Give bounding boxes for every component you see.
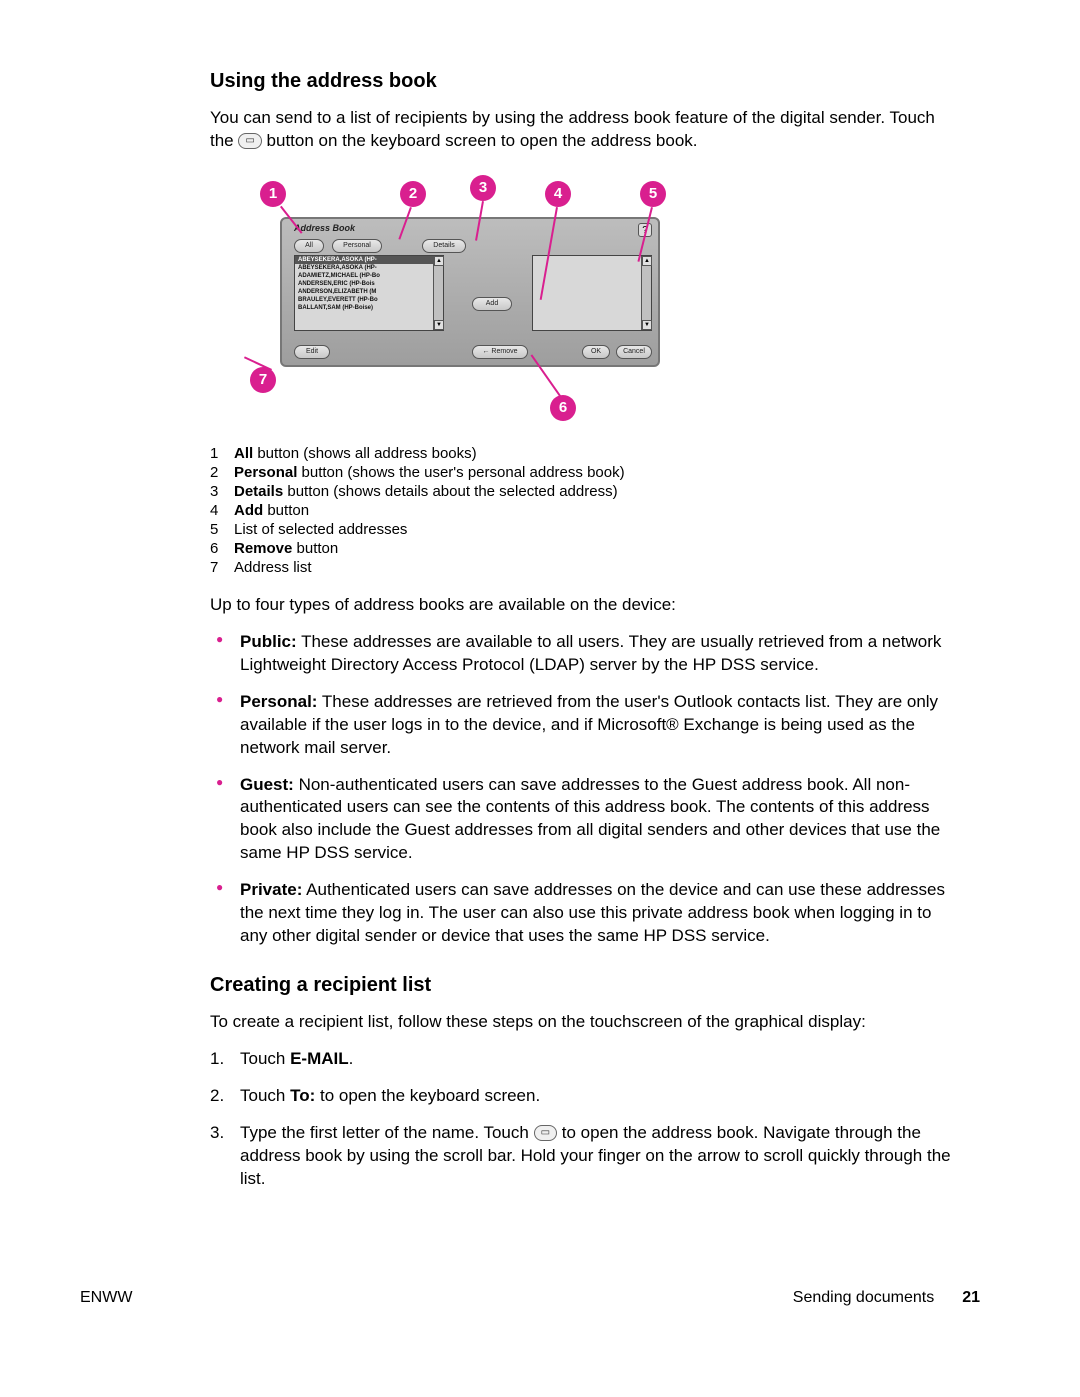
all-button: All	[294, 239, 324, 253]
legend-row: 6Remove button	[210, 540, 960, 557]
page-footer: ENWW Sending documents 21	[80, 1289, 980, 1307]
address-book-types: Public: These addresses are available to…	[210, 631, 960, 948]
list-item: ADAMIETZ,MICHAEL (HP-Bo	[295, 272, 443, 280]
callout-7: 7	[250, 367, 276, 393]
callout-2: 2	[400, 181, 426, 207]
type-guest: Guest: Non-authenticated users can save …	[210, 774, 960, 866]
list-item: ANDERSEN,ERIC (HP-Bois	[295, 280, 443, 288]
selected-list: ▲ ▼	[532, 255, 652, 331]
step-1: Touch E-MAIL.	[210, 1048, 960, 1071]
callout-4: 4	[545, 181, 571, 207]
scroll-up-icon: ▲	[642, 256, 652, 266]
address-book-diagram: 1 2 3 4 5 7 6 Address Book ? All Persona…	[230, 167, 660, 427]
legend-row: 4Add button	[210, 502, 960, 519]
details-button: Details	[422, 239, 466, 253]
scrollbar: ▲ ▼	[433, 256, 443, 330]
steps-intro: To create a recipient list, follow these…	[210, 1011, 960, 1034]
scrollbar: ▲ ▼	[641, 256, 651, 330]
screenshot-title: Address Book	[294, 223, 355, 233]
heading-using-address-book: Using the address book	[210, 70, 960, 93]
cancel-button: Cancel	[616, 345, 652, 359]
address-book-icon: ▭	[238, 133, 261, 149]
screenshot-panel: Address Book ? All Personal Details ABEY…	[280, 217, 660, 367]
scroll-down-icon: ▼	[642, 320, 652, 330]
legend-row: 7Address list	[210, 559, 960, 576]
scroll-down-icon: ▼	[434, 320, 444, 330]
callout-5: 5	[640, 181, 666, 207]
ok-button: OK	[582, 345, 610, 359]
address-book-icon: ▭	[534, 1125, 557, 1141]
diagram-legend: 1All button (shows all address books) 2P…	[210, 445, 960, 576]
step-2: Touch To: to open the keyboard screen.	[210, 1085, 960, 1108]
steps-list: Touch E-MAIL. Touch To: to open the keyb…	[210, 1048, 960, 1191]
scroll-up-icon: ▲	[434, 256, 444, 266]
intro-paragraph: You can send to a list of recipients by …	[210, 107, 960, 153]
intro-text-b: button on the keyboard screen to open th…	[267, 131, 698, 150]
address-list: ABEYSEKERA,ASOKA (HP- ABEYSEKERA,ASOKA (…	[294, 255, 444, 331]
list-item: ABEYSEKERA,ASOKA (HP-	[295, 256, 443, 264]
heading-creating-recipient-list: Creating a recipient list	[210, 974, 960, 997]
footer-section: Sending documents	[793, 1289, 934, 1307]
legend-row: 5List of selected addresses	[210, 521, 960, 538]
type-private: Private: Authenticated users can save ad…	[210, 879, 960, 948]
legend-row: 3Details button (shows details about the…	[210, 483, 960, 500]
add-button: Add	[472, 297, 512, 311]
list-item: BRAULEY,EVERETT (HP-Bo	[295, 296, 443, 304]
remove-button: ← Remove	[472, 345, 528, 359]
step-3: Type the first letter of the name. Touch…	[210, 1122, 960, 1191]
types-intro: Up to four types of address books are av…	[210, 594, 960, 617]
callout-3: 3	[470, 175, 496, 201]
callout-1: 1	[260, 181, 286, 207]
legend-row: 2Personal button (shows the user's perso…	[210, 464, 960, 481]
list-item: BALLANT,SAM (HP-Boise)	[295, 304, 443, 312]
type-public: Public: These addresses are available to…	[210, 631, 960, 677]
footer-page-number: 21	[962, 1289, 980, 1307]
footer-left: ENWW	[80, 1289, 132, 1307]
legend-row: 1All button (shows all address books)	[210, 445, 960, 462]
list-item: ANDERSON,ELIZABETH (M	[295, 288, 443, 296]
type-personal: Personal: These addresses are retrieved …	[210, 691, 960, 760]
list-item: ABEYSEKERA,ASOKA (HP-	[295, 264, 443, 272]
edit-button: Edit	[294, 345, 330, 359]
callout-6: 6	[550, 395, 576, 421]
personal-button: Personal	[332, 239, 382, 253]
